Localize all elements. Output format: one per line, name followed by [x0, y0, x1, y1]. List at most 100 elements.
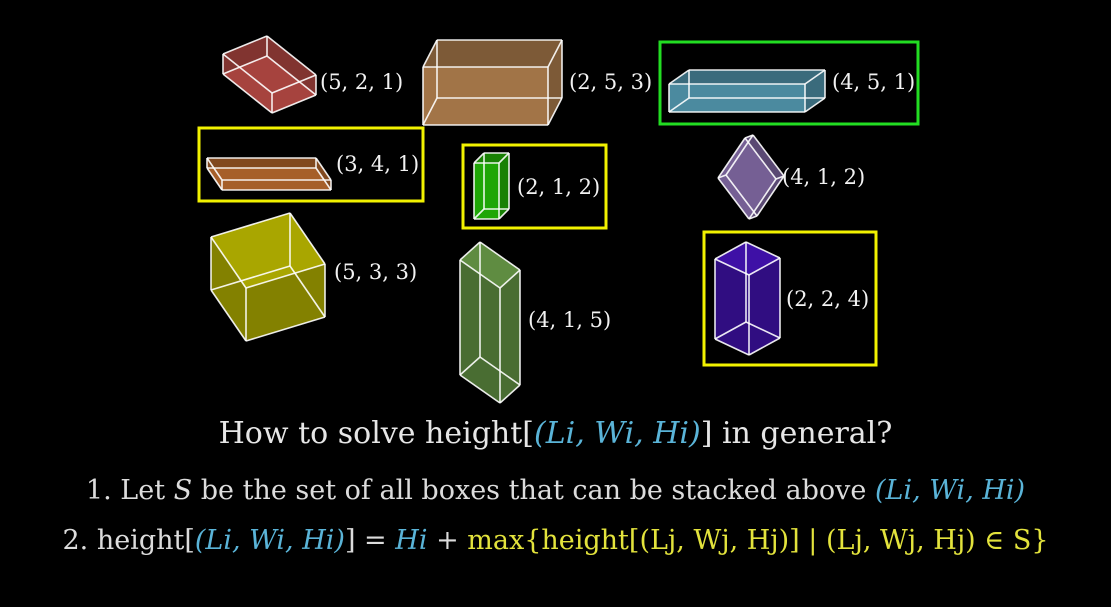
box-face — [499, 153, 509, 219]
box-face — [718, 135, 753, 178]
highlight-frame-yellow — [197, 126, 425, 203]
box-face — [746, 242, 780, 338]
box-face — [207, 158, 222, 190]
step-1-number: 1. — [85, 475, 112, 506]
box-face — [423, 67, 548, 125]
box-edge — [315, 167, 332, 191]
box-label-4-1-2: (4, 1, 2) — [782, 165, 866, 189]
step-2-max-expr: max{height[(Lj, Wj, Hj)] | (Lj, Wj, Hj) … — [467, 525, 1049, 556]
highlight-frame-yellow — [702, 230, 878, 367]
highlight-frame-green — [658, 40, 920, 126]
box-edge — [668, 97, 690, 113]
box-edge — [748, 257, 781, 276]
box-face — [223, 56, 316, 113]
box-face — [211, 213, 325, 288]
step-1-text-b: be the set of all boxes that can be stac… — [200, 475, 867, 506]
box-edge — [499, 384, 521, 404]
box-2 — [668, 69, 826, 113]
box-edge — [245, 316, 326, 342]
box-edge — [668, 69, 690, 85]
box-face — [669, 70, 825, 84]
box-edge — [714, 241, 747, 260]
box-edge — [459, 259, 501, 289]
box-edge — [744, 137, 777, 180]
box-edge — [271, 94, 317, 114]
question-line: How to solve height[(Li, Wi, Hi)] in gen… — [0, 416, 1111, 451]
box-edge — [245, 263, 326, 289]
box-edge — [498, 208, 510, 220]
box-label-3-4-1: (3, 4, 1) — [336, 152, 420, 176]
box-edge — [717, 174, 727, 179]
box-label-2-1-2: (2, 1, 2) — [517, 175, 601, 199]
box-edge — [271, 74, 317, 94]
box-edge — [289, 265, 326, 318]
box-edge — [266, 55, 317, 96]
box-face — [669, 98, 825, 112]
box-face — [211, 266, 325, 341]
box-edge — [756, 175, 785, 217]
step-1-var-s: S — [173, 475, 193, 506]
box-edge — [315, 157, 332, 181]
box-6 — [210, 212, 326, 342]
step-1-text-a: Let — [120, 475, 166, 506]
box-edge — [804, 69, 826, 85]
step-2-lhs-tuple: (Li, Wi, Hi) — [194, 525, 345, 556]
box-edge — [459, 241, 481, 261]
box-face — [749, 258, 780, 355]
box-edge — [222, 53, 273, 94]
box-face — [474, 163, 499, 219]
step-2-lhs-a: height[ — [96, 525, 195, 556]
box-edge — [266, 35, 317, 76]
box-face — [207, 158, 316, 168]
box-face — [718, 138, 776, 219]
step-2-line: 2. height[(Li, Wi, Hi)] = Hi + max{heigh… — [0, 525, 1111, 556]
box-face — [474, 153, 509, 163]
box-label-2-2-4: (2, 2, 4) — [786, 287, 870, 311]
box-edge — [714, 258, 750, 276]
question-prefix: How to solve height[ — [218, 416, 534, 451]
box-edge — [725, 174, 758, 217]
box-label-2-5-3: (2, 5, 3) — [569, 70, 653, 94]
step-2-plus: + — [436, 525, 459, 556]
box-edge — [289, 212, 326, 265]
box-face — [460, 242, 520, 288]
box-face — [316, 158, 331, 190]
box-edge — [422, 97, 438, 126]
box-edge — [422, 39, 438, 68]
box-face — [715, 259, 749, 355]
box-edge — [547, 97, 563, 126]
box-label-4-5-1: (4, 5, 1) — [832, 70, 916, 94]
box-edge — [714, 321, 747, 340]
box-face — [715, 242, 746, 339]
box-label-5-2-1: (5, 2, 1) — [320, 70, 404, 94]
box-edge — [479, 241, 521, 271]
box-edge — [206, 157, 223, 181]
box-edge — [459, 356, 481, 376]
box-edge — [222, 55, 268, 75]
box-4 — [473, 152, 510, 220]
box-8 — [714, 241, 781, 356]
box-face — [474, 153, 484, 219]
box-label-5-3-3: (5, 3, 3) — [334, 260, 418, 284]
box-1 — [422, 39, 563, 126]
box-edge — [748, 215, 758, 220]
box-7 — [459, 241, 521, 404]
question-suffix: ] in general? — [700, 416, 893, 451]
step-1-tuple: (Li, Wi, Hi) — [875, 475, 1026, 506]
highlight-frame-yellow — [461, 143, 608, 230]
box-face — [500, 270, 520, 403]
box-edge — [210, 212, 291, 238]
box-edge — [745, 241, 781, 259]
box-edge — [752, 134, 785, 177]
box-edge — [222, 73, 273, 114]
box-face — [207, 168, 331, 190]
box-edge — [775, 175, 785, 180]
box-0 — [222, 35, 317, 114]
box-edge — [804, 97, 826, 113]
box-5 — [717, 134, 785, 220]
box-face — [290, 213, 325, 317]
box-edge — [210, 236, 247, 289]
box-face — [211, 213, 290, 290]
